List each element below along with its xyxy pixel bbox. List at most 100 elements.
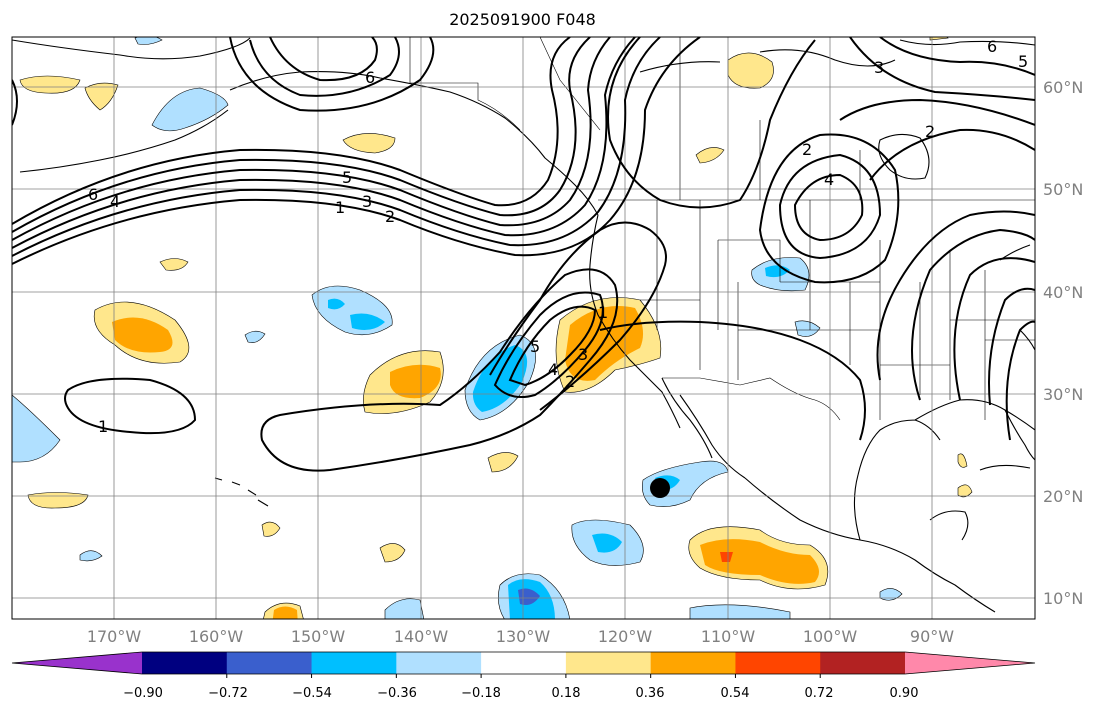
contour-label: 4 — [110, 192, 120, 211]
colorbar-tick-label: 0.54 — [721, 686, 750, 701]
anomaly-negative-area — [79, 550, 103, 562]
anomaly-positive-area — [929, 37, 949, 41]
coastline-aleutians — [19, 109, 229, 173]
colorbar-segment — [311, 652, 397, 674]
anomaly-positive-area — [112, 317, 173, 353]
coastline-us-west — [589, 214, 681, 429]
lat-label: 30°N — [1043, 385, 1083, 404]
contour-label: 6 — [365, 68, 375, 87]
contour-line — [12, 79, 18, 126]
contour-label: 4 — [548, 360, 558, 379]
contour-line — [493, 291, 604, 398]
colorbar-segment — [820, 652, 906, 674]
colorbar-outline — [11, 651, 1036, 675]
storm-center-marker — [650, 478, 670, 498]
contour-label-layer: 1 2 3 4 5 6 1 2 3 4 5 6 2 4 2 3 6 5 1 — [88, 37, 1028, 436]
coastline-hudson-bay — [878, 133, 930, 180]
anomaly-positive-area — [84, 82, 119, 111]
anomaly-negative-area — [879, 588, 903, 601]
contour-line — [260, 268, 619, 472]
contour-label: 5 — [342, 168, 352, 187]
colorbar-tick-label: −0.18 — [461, 686, 501, 701]
contour-label: 6 — [987, 37, 997, 56]
lon-label: 140°W — [394, 627, 449, 646]
contour-label: 5 — [1018, 52, 1028, 71]
contour-line — [508, 305, 597, 387]
anomaly-negative-area — [12, 394, 61, 463]
contour-line — [607, 37, 816, 209]
anomaly-negative-area — [689, 604, 791, 619]
lon-label: 110°W — [701, 627, 756, 646]
anomaly-positive-area — [700, 539, 819, 584]
contour-line — [869, 128, 1035, 181]
lon-label: 120°W — [598, 627, 653, 646]
anomaly-negative-area — [151, 87, 229, 132]
contour-line — [876, 210, 1035, 381]
anomaly-negative-area — [518, 588, 540, 605]
border-alaska-canada — [409, 37, 521, 131]
contour-line — [758, 133, 900, 284]
contour-label: 2 — [565, 372, 575, 391]
anomaly-positive-area — [27, 492, 89, 509]
anomaly-negative-area — [794, 320, 821, 337]
contour-label: 4 — [824, 170, 834, 189]
contour-line — [599, 320, 866, 441]
lon-label: 160°W — [189, 627, 244, 646]
anomaly-negative-area — [350, 313, 385, 330]
lon-label: 170°W — [87, 627, 142, 646]
contour-label: 2 — [925, 122, 935, 141]
contour-line — [12, 37, 661, 257]
contour-line — [911, 228, 1035, 401]
colorbar-extend-low — [12, 652, 142, 674]
contour-line — [988, 287, 1035, 406]
contour-label: 2 — [802, 140, 812, 159]
anomaly-negative-area — [134, 37, 163, 45]
contour-label: 3 — [874, 58, 884, 77]
latitude-labels: 60°N 50°N 40°N 30°N 20°N 10°N — [1043, 78, 1083, 608]
lon-label: 100°W — [803, 627, 858, 646]
colorbar-segment — [650, 652, 736, 674]
lat-label: 40°N — [1043, 283, 1083, 302]
contour-line — [229, 37, 435, 112]
anomaly-positive-area — [272, 606, 298, 619]
colorbar-tick-label: −0.36 — [377, 686, 417, 701]
lon-label: 90°W — [910, 627, 954, 646]
coastline-cuba — [979, 464, 1031, 471]
colorbar-tick-label: −0.90 — [123, 686, 163, 701]
colorbar-tick-label: 0.90 — [890, 686, 919, 701]
colorbar-tick-label: 0.18 — [552, 686, 581, 701]
anomaly-positive-area — [342, 133, 396, 154]
colorbar-tick-label: −0.72 — [208, 686, 248, 701]
anomaly-positive-area — [957, 484, 973, 498]
longitude-labels: 170°W 160°W 150°W 140°W 130°W 120°W 110°… — [87, 627, 954, 646]
contour-line — [839, 98, 1035, 126]
colorbar-tick-label: −0.54 — [292, 686, 332, 701]
lat-label: 50°N — [1043, 180, 1083, 199]
map-title: 2025091900 F048 — [449, 10, 596, 29]
coastline-hawaii — [214, 477, 269, 507]
anomaly-positive-area — [487, 452, 519, 473]
anomaly-positive-area — [720, 552, 733, 562]
contour-line — [64, 377, 197, 435]
contour-layer — [12, 37, 1035, 472]
contour-line — [269, 37, 378, 82]
anomaly-positive-area — [957, 453, 968, 468]
contour-line — [12, 37, 636, 249]
colorbar-segment — [396, 652, 482, 674]
colorbar-segment — [565, 652, 652, 674]
anomaly-negative-area — [328, 298, 345, 310]
anomaly-negative-area — [384, 598, 425, 619]
colorbar-tick-label: 0.72 — [805, 686, 834, 701]
border-us-mexico — [662, 377, 841, 421]
contour-label: 1 — [598, 303, 608, 322]
contour-line — [249, 37, 400, 97]
lat-label: 10°N — [1043, 589, 1083, 608]
coastline-canada-arctic — [639, 39, 1035, 73]
colorbar-tick-labels: −0.90 −0.72 −0.54 −0.36 −0.18 0.18 0.36 … — [123, 686, 918, 701]
contour-line — [12, 37, 571, 225]
anomaly-positive-area — [695, 147, 725, 164]
colorbar-segment — [481, 652, 567, 674]
contour-label: 6 — [88, 185, 98, 204]
contour-line — [849, 37, 1035, 101]
colorbar-tick-label: 0.36 — [636, 686, 665, 701]
